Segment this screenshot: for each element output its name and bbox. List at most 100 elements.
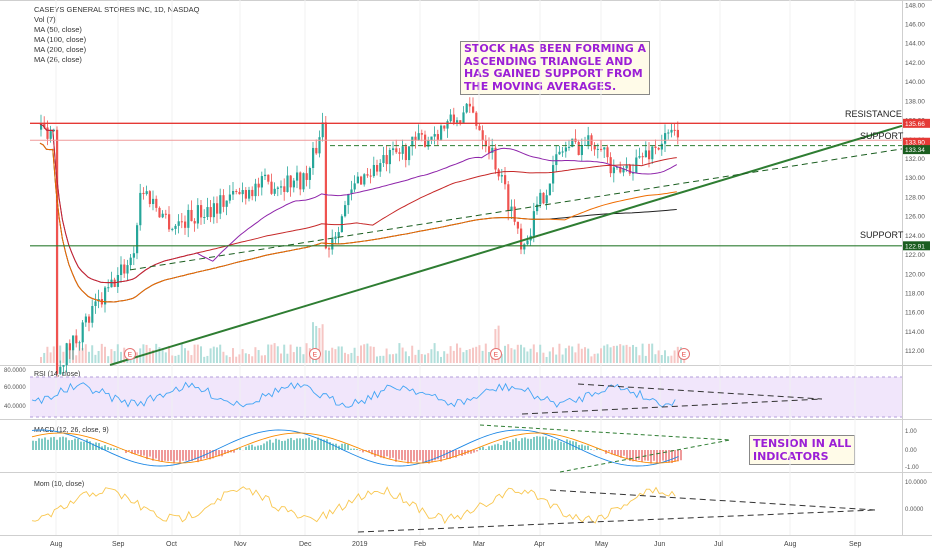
candle-body: [494, 147, 497, 170]
macd-histogram-bar: [449, 450, 451, 459]
time-tick-label: Feb: [414, 541, 426, 548]
volume-bar: [100, 343, 103, 363]
volume-bar: [334, 349, 337, 363]
macd-histogram-bar: [302, 438, 304, 450]
rsi-label: RSI (14, close): [34, 371, 80, 378]
volume-bar: [673, 350, 676, 363]
candle-body: [158, 207, 161, 218]
candle-body: [129, 257, 132, 266]
macd-histogram-bar: [155, 450, 157, 459]
volume-bar: [305, 343, 308, 363]
candle-body: [126, 265, 129, 274]
volume-bar: [299, 346, 302, 363]
candle-body: [510, 206, 513, 212]
macd-histogram-bar: [512, 439, 514, 450]
candle-body: [465, 103, 468, 113]
volume-bar: [644, 355, 647, 363]
candle-body: [177, 221, 180, 226]
volume-bar: [107, 356, 110, 363]
price-tick-label: 114.00: [905, 329, 925, 336]
candle-body: [81, 322, 84, 343]
indicator-vol: Vol (7): [34, 15, 56, 24]
candle-body: [651, 146, 654, 160]
candle-body: [526, 240, 529, 245]
price-tick-label: 146.00: [905, 22, 925, 29]
macd-histogram-bar: [644, 450, 646, 461]
macd-histogram-bar: [596, 447, 598, 450]
candle-body: [296, 172, 299, 181]
macd-histogram-bar: [446, 450, 448, 460]
volume-bar: [75, 355, 78, 363]
candle-body: [507, 184, 510, 212]
candle-body: [328, 248, 331, 250]
macd-histogram-bar: [410, 450, 412, 463]
price-badge: [903, 137, 930, 147]
macd-histogram-bar: [290, 437, 292, 450]
volume-bar: [219, 344, 222, 363]
macd-histogram-bar: [581, 444, 583, 450]
macd-histogram-bar: [266, 441, 268, 450]
candle-body: [484, 140, 487, 147]
macd-histogram-bar: [383, 450, 385, 459]
candle-body: [299, 172, 302, 190]
macd-histogram-bar: [419, 450, 421, 461]
rsi-band: [30, 377, 902, 417]
volume-bar: [430, 349, 433, 363]
candle-body: [350, 189, 353, 195]
mom-tick-label: 10.0000: [905, 480, 927, 486]
volume-bar: [267, 344, 270, 363]
volume-bar: [225, 355, 228, 363]
candle-body: [606, 147, 609, 158]
candle-body: [449, 114, 452, 122]
candle-body: [504, 175, 507, 185]
macd-histogram-bar: [395, 450, 397, 462]
candle-body: [363, 174, 366, 185]
volume-bar: [395, 353, 398, 363]
macd-histogram-bar: [92, 443, 94, 450]
candle-body: [648, 150, 651, 160]
time-tick-label: Apr: [534, 541, 546, 548]
candle-body: [456, 120, 459, 123]
volume-bar: [276, 346, 279, 363]
volume-bar: [97, 351, 100, 363]
volume-bar: [667, 356, 670, 363]
candle-body: [238, 192, 241, 195]
volume-bar: [446, 353, 449, 363]
candle-body: [600, 148, 603, 150]
macd-histogram-bar: [545, 436, 547, 450]
price-tick-label: 126.00: [905, 214, 925, 221]
candle-body: [462, 112, 465, 124]
volume-bar: [488, 351, 490, 363]
volume-bar: [273, 343, 276, 363]
rsi-trendline-lower: [521, 398, 823, 415]
volume-bar: [222, 351, 225, 363]
candle-body: [289, 175, 292, 188]
candle-body: [321, 122, 324, 138]
macd-histogram-bar: [158, 450, 160, 461]
macd-histogram-bar: [428, 450, 430, 464]
price-tick-label: 144.00: [905, 41, 925, 48]
macd-histogram-bar: [239, 448, 241, 450]
candle-body: [75, 335, 78, 344]
symbol-title: CASEYS GENERAL STORES INC, 1D, NASDAQ: [34, 5, 200, 14]
dashed-trendline: [129, 148, 903, 271]
macd-histogram-bar: [356, 449, 358, 450]
candle-body: [388, 149, 391, 165]
candle-body: [43, 123, 46, 128]
candle-body: [497, 169, 500, 177]
candle-body: [616, 166, 619, 168]
volume-bar: [638, 355, 641, 363]
macd-histogram-bar: [98, 443, 100, 450]
macd-histogram-bar: [623, 450, 625, 456]
candle-body: [260, 176, 263, 188]
macd-histogram-bar: [629, 450, 631, 461]
mom-label: Mom (10, close): [34, 481, 84, 488]
volume-bar: [452, 350, 455, 363]
candle-body: [206, 207, 209, 218]
volume-bar: [561, 354, 564, 363]
tension-annotation: TENSION IN ALL INDICATORS: [749, 435, 856, 465]
candle-body: [411, 136, 414, 147]
macd-histogram-bar: [362, 450, 364, 453]
macd-histogram-bar: [461, 450, 463, 456]
